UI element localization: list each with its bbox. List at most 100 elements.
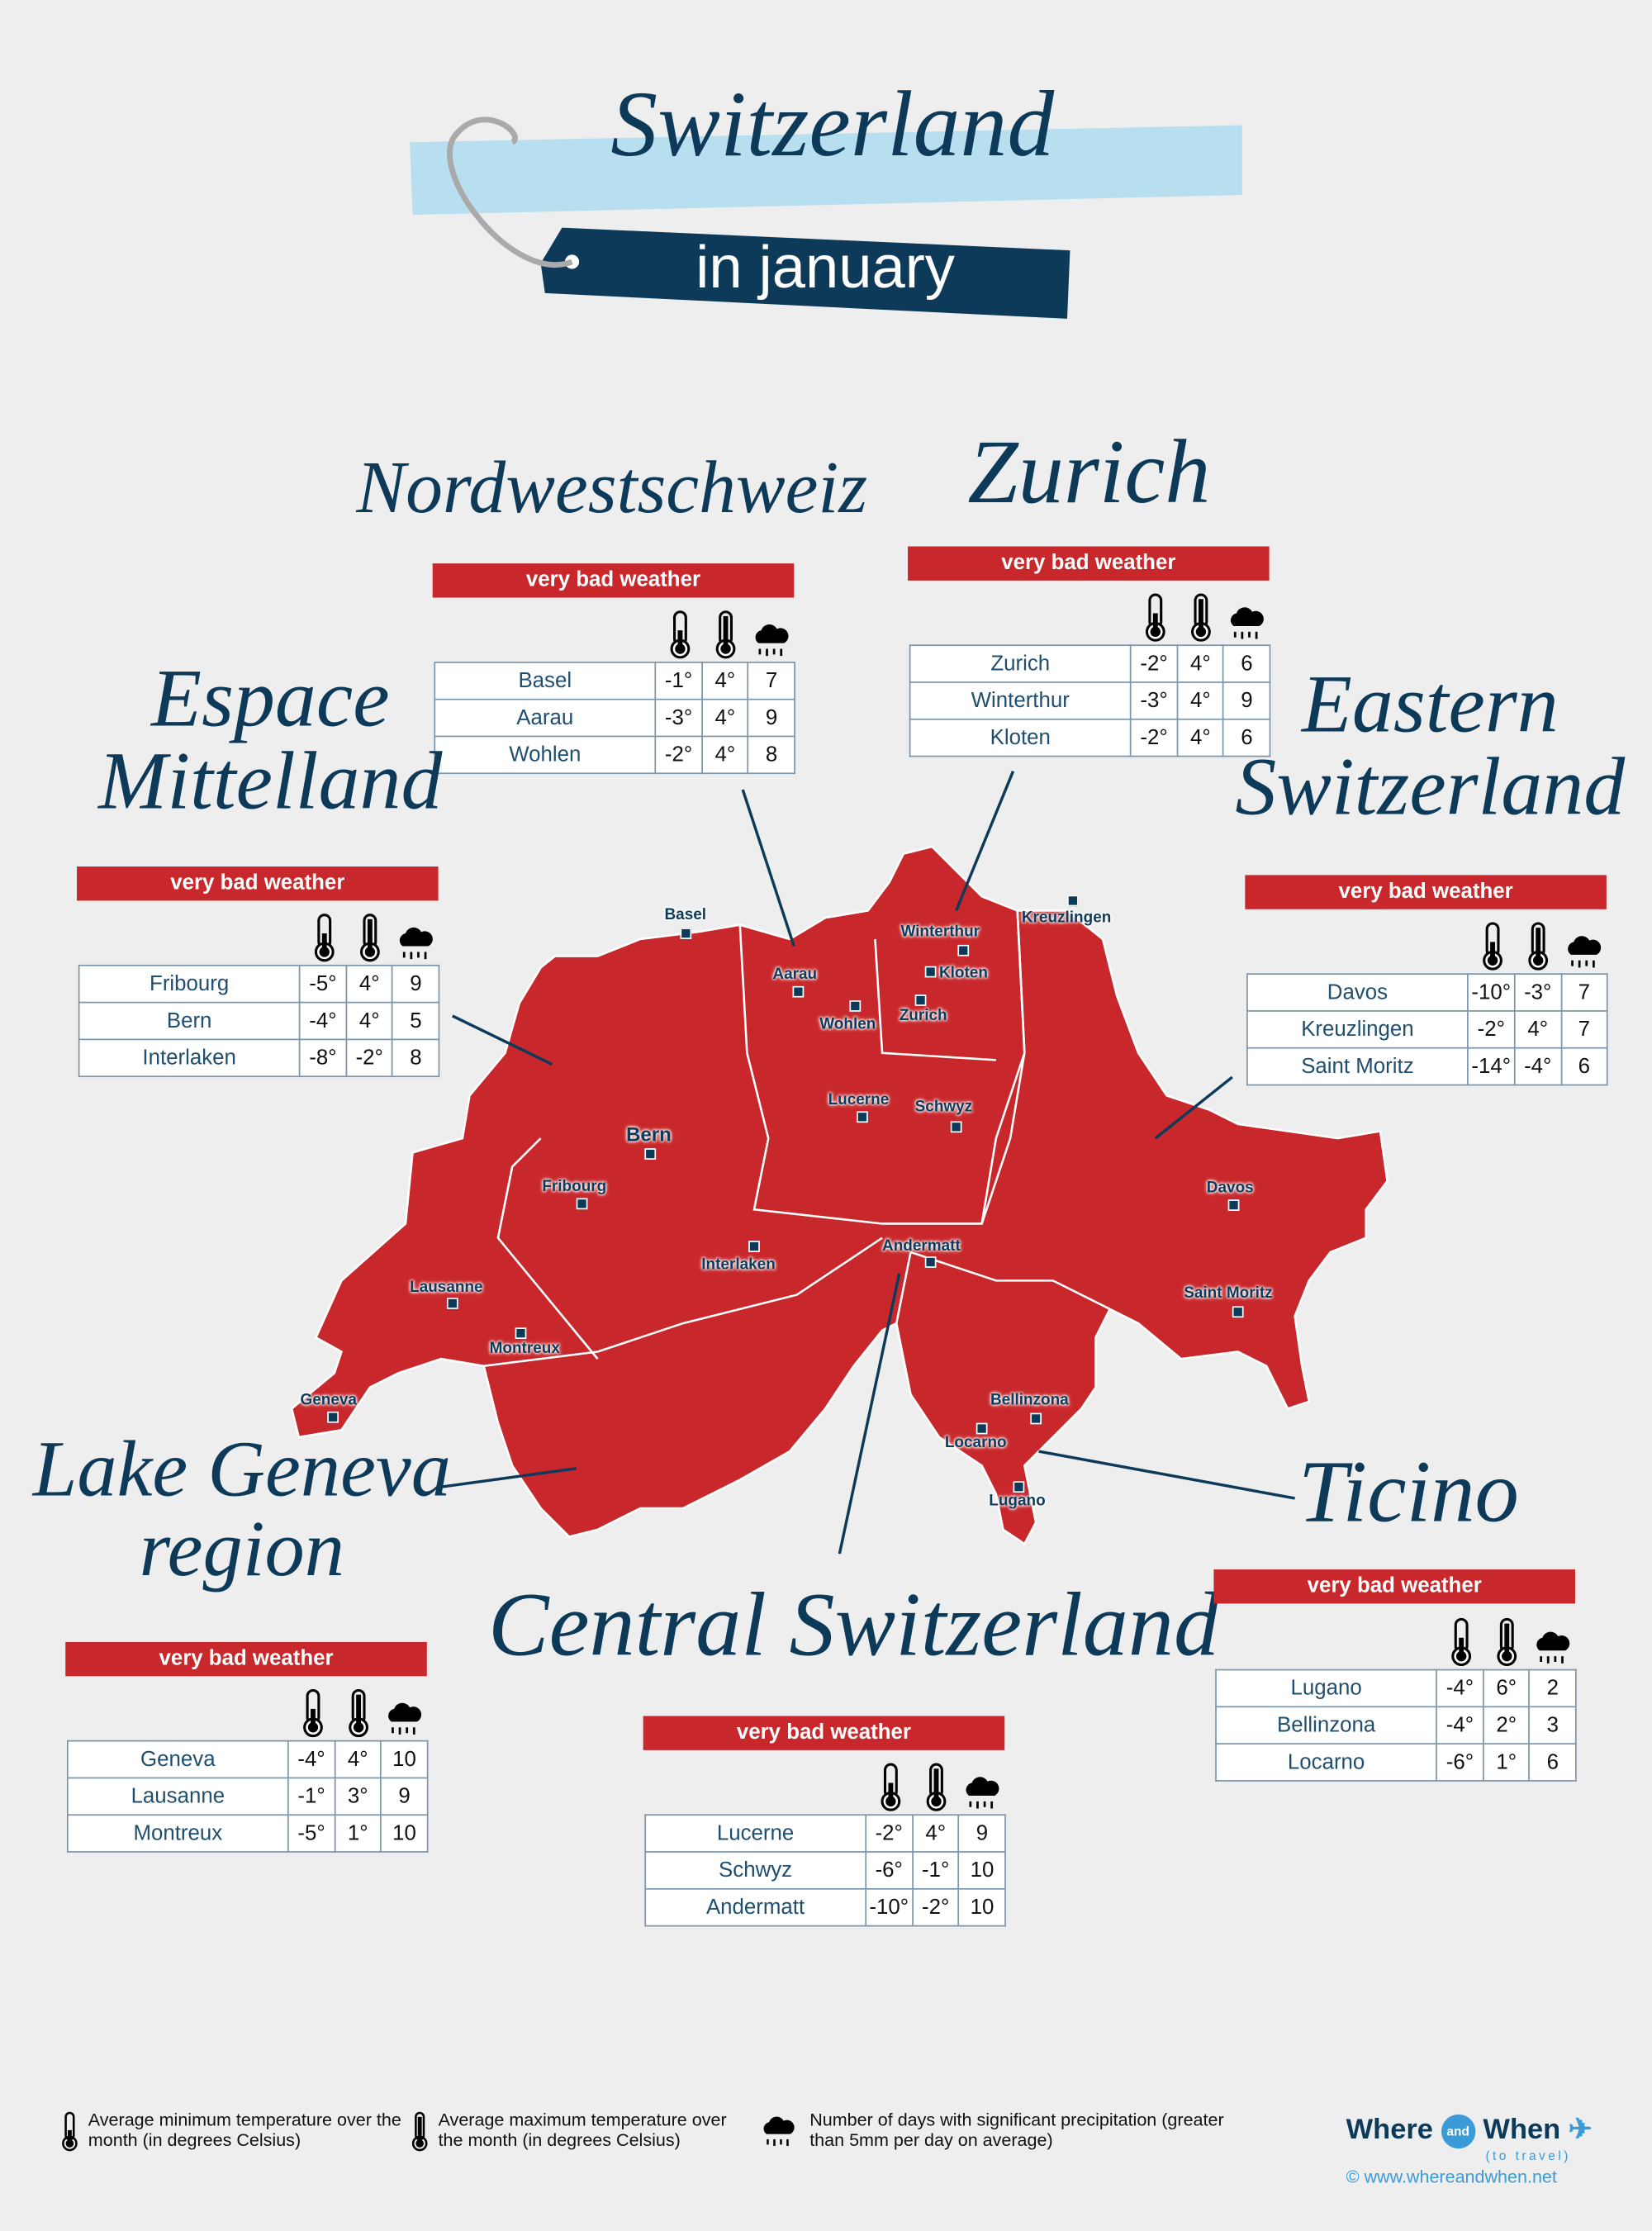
rain-days: 7	[1560, 973, 1608, 1012]
city-marker	[680, 928, 692, 939]
weather-table: Basel -1° 4° 7 Aarau -3° 4° 9 Wohlen -2° 4° 8	[434, 662, 795, 775]
city-name: Lausanne	[66, 1777, 289, 1816]
max-temp: 4°	[1176, 681, 1225, 720]
city-marker	[327, 1411, 339, 1423]
brand-logo: Where and When ✈ (to travel)	[1346, 2114, 1593, 2162]
thermometer-high-icon	[347, 914, 392, 962]
rain-days: 10	[957, 1887, 1006, 1927]
legend-min-text: Average minimum temperature over the mon…	[88, 2110, 401, 2150]
legend-min-icon	[59, 2111, 79, 2158]
max-temp: -3°	[1513, 973, 1562, 1012]
weather-rating-badge: very bad weather	[432, 563, 795, 598]
weather-rating-badge: very bad weather	[643, 1716, 1005, 1750]
max-temp: -2°	[345, 1038, 394, 1078]
city-marker	[976, 1422, 988, 1435]
city-marker	[1030, 1412, 1042, 1425]
city-name: Winterthur	[909, 681, 1132, 720]
table-row: Basel -1° 4° 7	[434, 662, 795, 700]
city-label: Schwyz	[914, 1098, 973, 1116]
thermometer-low-icon	[868, 1763, 914, 1811]
min-temp: -6°	[1436, 1743, 1484, 1782]
rain-days: 8	[748, 735, 795, 775]
min-temp: -6°	[865, 1851, 914, 1890]
region-title: Nordwestschweiz	[356, 448, 868, 529]
thermometer-high-icon	[703, 610, 748, 659]
leader-lines	[440, 771, 1295, 1555]
min-temp: -1°	[287, 1777, 336, 1816]
thermometer-low-icon	[301, 914, 347, 962]
table-row: Zurich -2° 4° 6	[909, 644, 1271, 683]
rain-cloud-icon	[392, 914, 438, 962]
weather-rating-badge: very bad weather	[77, 866, 439, 901]
city-label: Lugano	[989, 1493, 1046, 1510]
city-name: Schwyz	[644, 1851, 866, 1890]
city-name: Basel	[434, 662, 657, 700]
region-title: Eastern Switzerland	[1235, 657, 1626, 833]
min-temp: -2°	[865, 1814, 914, 1853]
max-temp: 3°	[334, 1777, 382, 1816]
city-name: Geneva	[66, 1740, 289, 1779]
city-label: Interlaken	[701, 1256, 776, 1274]
max-temp: 4°	[1513, 1010, 1562, 1049]
rain-days: 2	[1528, 1669, 1577, 1708]
region-title: Espace Mittelland	[98, 651, 443, 827]
table-row: Lugano -4° 6° 2	[1215, 1669, 1577, 1708]
weather-table: Fribourg -5° 4° 9 Bern -4° 4° 5 Interlaken -8° -2°…	[78, 964, 440, 1078]
table-row: Locarno -6° 1° 6	[1215, 1743, 1577, 1782]
rain-days: 9	[748, 698, 795, 738]
city-marker	[957, 944, 970, 956]
min-temp: -8°	[298, 1038, 347, 1078]
table-row: Kreuzlingen -2° 4° 7	[1246, 1010, 1608, 1049]
rain-cloud-icon	[959, 1763, 1004, 1811]
city-name: Bellinzona	[1215, 1706, 1438, 1744]
city-marker	[1013, 1481, 1025, 1493]
brand-url[interactable]: © www.whereandwhen.net	[1346, 2167, 1557, 2187]
city-marker	[950, 1121, 962, 1133]
rain-days: 6	[1528, 1743, 1577, 1782]
rain-days: 5	[392, 1001, 440, 1041]
rain-days: 9	[380, 1777, 429, 1816]
city-marker	[748, 1241, 760, 1252]
city-marker	[792, 985, 805, 998]
city-name: Lugano	[1215, 1669, 1438, 1708]
city-name: Bern	[78, 1001, 301, 1041]
max-temp: -1°	[911, 1851, 960, 1890]
page-title: Switzerland	[610, 72, 1055, 177]
weather-rating-badge: very bad weather	[908, 546, 1270, 581]
table-row: Bern -4° 4° 5	[78, 1001, 440, 1041]
table-row: Lausanne -1° 3° 9	[66, 1777, 429, 1816]
city-marker	[446, 1298, 458, 1309]
min-temp: -14°	[1467, 1047, 1516, 1086]
city-marker	[924, 1256, 937, 1268]
page-subtitle: in january	[695, 233, 955, 301]
city-name: Kloten	[909, 718, 1132, 757]
rain-days: 10	[380, 1740, 429, 1779]
table-row: Interlaken -8° -2° 8	[78, 1038, 440, 1078]
rain-days: 10	[380, 1814, 429, 1853]
thermometer-low-icon	[1132, 593, 1178, 642]
max-temp: 1°	[1482, 1743, 1531, 1782]
city-name: Andermatt	[644, 1887, 866, 1927]
thermometer-low-icon	[1439, 1617, 1484, 1667]
min-temp: -4°	[1436, 1669, 1484, 1708]
thermometer-high-icon	[336, 1688, 382, 1738]
table-row: Lucerne -2° 4° 9	[644, 1814, 1006, 1853]
rain-days: 8	[392, 1038, 440, 1078]
min-temp: -1°	[654, 662, 703, 700]
weather-table: Zurich -2° 4° 6 Winterthur -3° 4° 9 Kloten -2° 4° 6	[909, 644, 1271, 757]
city-name: Saint Moritz	[1246, 1047, 1469, 1086]
city-label: Wohlen	[819, 1015, 876, 1033]
city-label: Lucerne	[828, 1091, 890, 1108]
city-name: Aarau	[434, 698, 657, 738]
max-temp: 4°	[700, 698, 749, 738]
city-marker	[914, 994, 927, 1006]
weather-table: Geneva -4° 4° 10 Lausanne -1° 3° 9 Montreux -5° 1°…	[66, 1740, 429, 1853]
city-marker	[857, 1111, 868, 1123]
max-temp: 4°	[345, 964, 394, 1004]
region-title: Central Switzerland	[488, 1574, 1220, 1675]
city-marker	[576, 1198, 588, 1210]
max-temp: 4°	[1176, 644, 1225, 683]
max-temp: 1°	[334, 1814, 382, 1853]
city-name: Wohlen	[434, 735, 657, 775]
max-temp: 4°	[911, 1814, 960, 1853]
